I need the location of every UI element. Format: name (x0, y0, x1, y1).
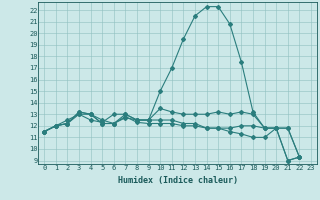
X-axis label: Humidex (Indice chaleur): Humidex (Indice chaleur) (118, 176, 238, 185)
